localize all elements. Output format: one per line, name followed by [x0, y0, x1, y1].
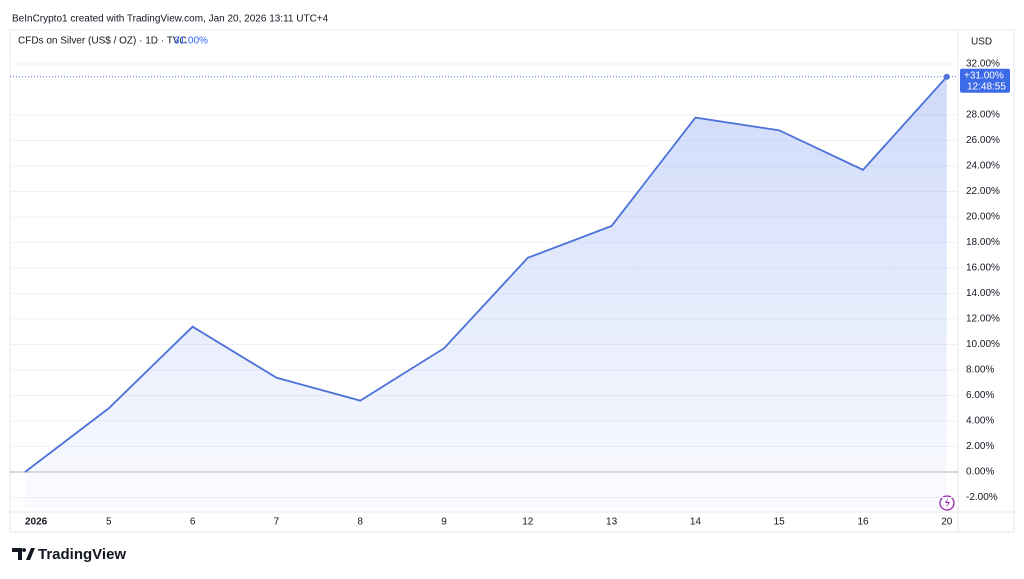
y-tick-label: 28.00%: [966, 110, 1000, 121]
y-tick-label: 2.00%: [966, 441, 994, 452]
y-tick-label: 4.00%: [966, 416, 994, 427]
x-tick-label: 14: [690, 517, 702, 528]
y-tick-label: 6.00%: [966, 390, 994, 401]
y-tick-label: 32.00%: [966, 59, 1000, 70]
y-tick-label: 18.00%: [966, 237, 1000, 248]
line: [24, 76, 948, 473]
legend-value: 31.00%: [174, 36, 208, 47]
header: BeInCrypto1 created with TradingView.com…: [12, 14, 329, 25]
x-tick-label: 9: [441, 517, 447, 528]
x-tick-label: 13: [606, 517, 618, 528]
brand: TradingView: [38, 546, 126, 563]
chart-title: CFDs on Silver (US$ / OZ) · 1D · TVC: [18, 36, 187, 47]
y-tick-label: 10.00%: [966, 339, 1000, 350]
x-tick-label: 2026: [25, 517, 48, 528]
y-tick-label: -2.00%: [966, 492, 998, 503]
x-tick-label: 6: [190, 517, 196, 528]
x-tick-label: 12: [522, 517, 534, 528]
y-tick-label: 8.00%: [966, 365, 994, 376]
chart-frame: [9, 29, 1015, 533]
y-tick-label: 26.00%: [966, 135, 1000, 146]
price-badge: [960, 68, 1010, 93]
y-tick-label: 16.00%: [966, 263, 1000, 274]
y-tick-label: 12.00%: [966, 314, 1000, 325]
alert-icon-bolt: [945, 498, 950, 508]
price-badge-label: +31.00%: [964, 70, 1004, 81]
x-tick-label: 5: [106, 517, 112, 528]
y-tick-label: 24.00%: [966, 161, 1000, 172]
x-tick-label: 8: [357, 517, 363, 528]
y-tick-label: 20.00%: [966, 212, 1000, 223]
last-point: [943, 73, 950, 80]
y-tick-label: 14.00%: [966, 288, 1000, 299]
x-tick-label: 7: [274, 517, 280, 528]
x-tick-label: 16: [857, 517, 869, 528]
y-tick-label: 0.00%: [966, 467, 994, 478]
y-tick-label: 22.00%: [966, 186, 1000, 197]
countdown: 12:48:55: [967, 81, 1006, 92]
x-tick-label: 20: [941, 517, 953, 528]
y-axis-label: USD: [971, 37, 992, 48]
x-tick-label: 15: [774, 517, 786, 528]
area-fill: [25, 76, 947, 510]
logo: TradingView: [12, 546, 126, 563]
